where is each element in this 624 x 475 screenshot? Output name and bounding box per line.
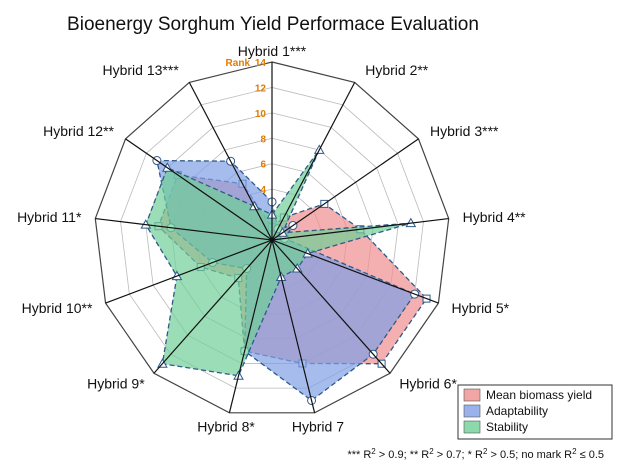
radar-series: [140, 144, 431, 405]
axis-spoke: [125, 138, 273, 241]
category-label: Hybrid 4**: [463, 209, 527, 225]
rank-tick-labels: Rank 4 6 8 10 12 14: [226, 58, 267, 196]
rank-tick-label: 6: [260, 160, 266, 171]
axis-spoke: [95, 217, 273, 241]
category-label: Hybrid 7: [292, 418, 344, 434]
axis-spoke: [271, 239, 316, 413]
axis-spoke: [271, 217, 449, 241]
category-label: Hybrid 10**: [22, 300, 93, 316]
rank-tick-label: 4: [260, 185, 266, 196]
axis-spoke: [271, 239, 391, 374]
radar-axes: [95, 62, 449, 413]
category-label: Hybrid 1***: [238, 43, 307, 59]
category-label: Hybrid 3***: [430, 123, 499, 139]
footnote: *** R2 > 0.9; ** R2 > 0.7; * R2 > 0.5; n…: [347, 447, 604, 461]
category-label: Hybrid 8*: [197, 418, 255, 434]
category-label: Hybrid 11*: [17, 209, 82, 225]
category-label: Hybrid 13***: [103, 62, 180, 78]
axis-spoke: [153, 239, 273, 374]
legend-label: Mean biomass yield: [486, 388, 592, 402]
category-label: Hybrid 6*: [399, 376, 457, 392]
grid-ring-14: [94, 61, 450, 414]
grid-ring-12: [120, 87, 424, 389]
axis-spoke: [271, 138, 419, 241]
legend-swatch: [463, 404, 481, 418]
legend-box: [457, 384, 613, 440]
rank-tick-label: 12: [255, 83, 267, 94]
category-label: Hybrid 5*: [452, 300, 510, 316]
legend: Mean biomass yield Adaptability Stability: [457, 384, 613, 440]
category-labels: Hybrid 1*** Hybrid 2** Hybrid 3*** Hybrid 4…: [17, 43, 526, 434]
axis-spoke: [271, 239, 439, 304]
axis-spoke: [188, 82, 273, 241]
chart-title: Bioenergy Sorghum Yield Performace Evalu…: [67, 14, 479, 35]
axis-spoke: [105, 239, 273, 304]
category-label: Hybrid 9*: [87, 376, 145, 392]
rank-axis-title: Rank: [226, 58, 251, 69]
rank-tick-label: 10: [255, 109, 267, 120]
rank-tick-label: 8: [260, 134, 266, 145]
axis-spoke: [228, 239, 273, 413]
rank-tick-label: 14: [255, 58, 267, 69]
legend-swatch: [463, 388, 481, 402]
legend-swatch: [463, 420, 481, 434]
series-area: [145, 149, 412, 377]
category-label: Hybrid 12**: [43, 123, 114, 139]
axis-spoke: [271, 82, 356, 241]
legend-label: Stability: [486, 420, 528, 434]
legend-label: Adaptability: [486, 404, 548, 418]
category-label: Hybrid 2**: [365, 62, 429, 78]
